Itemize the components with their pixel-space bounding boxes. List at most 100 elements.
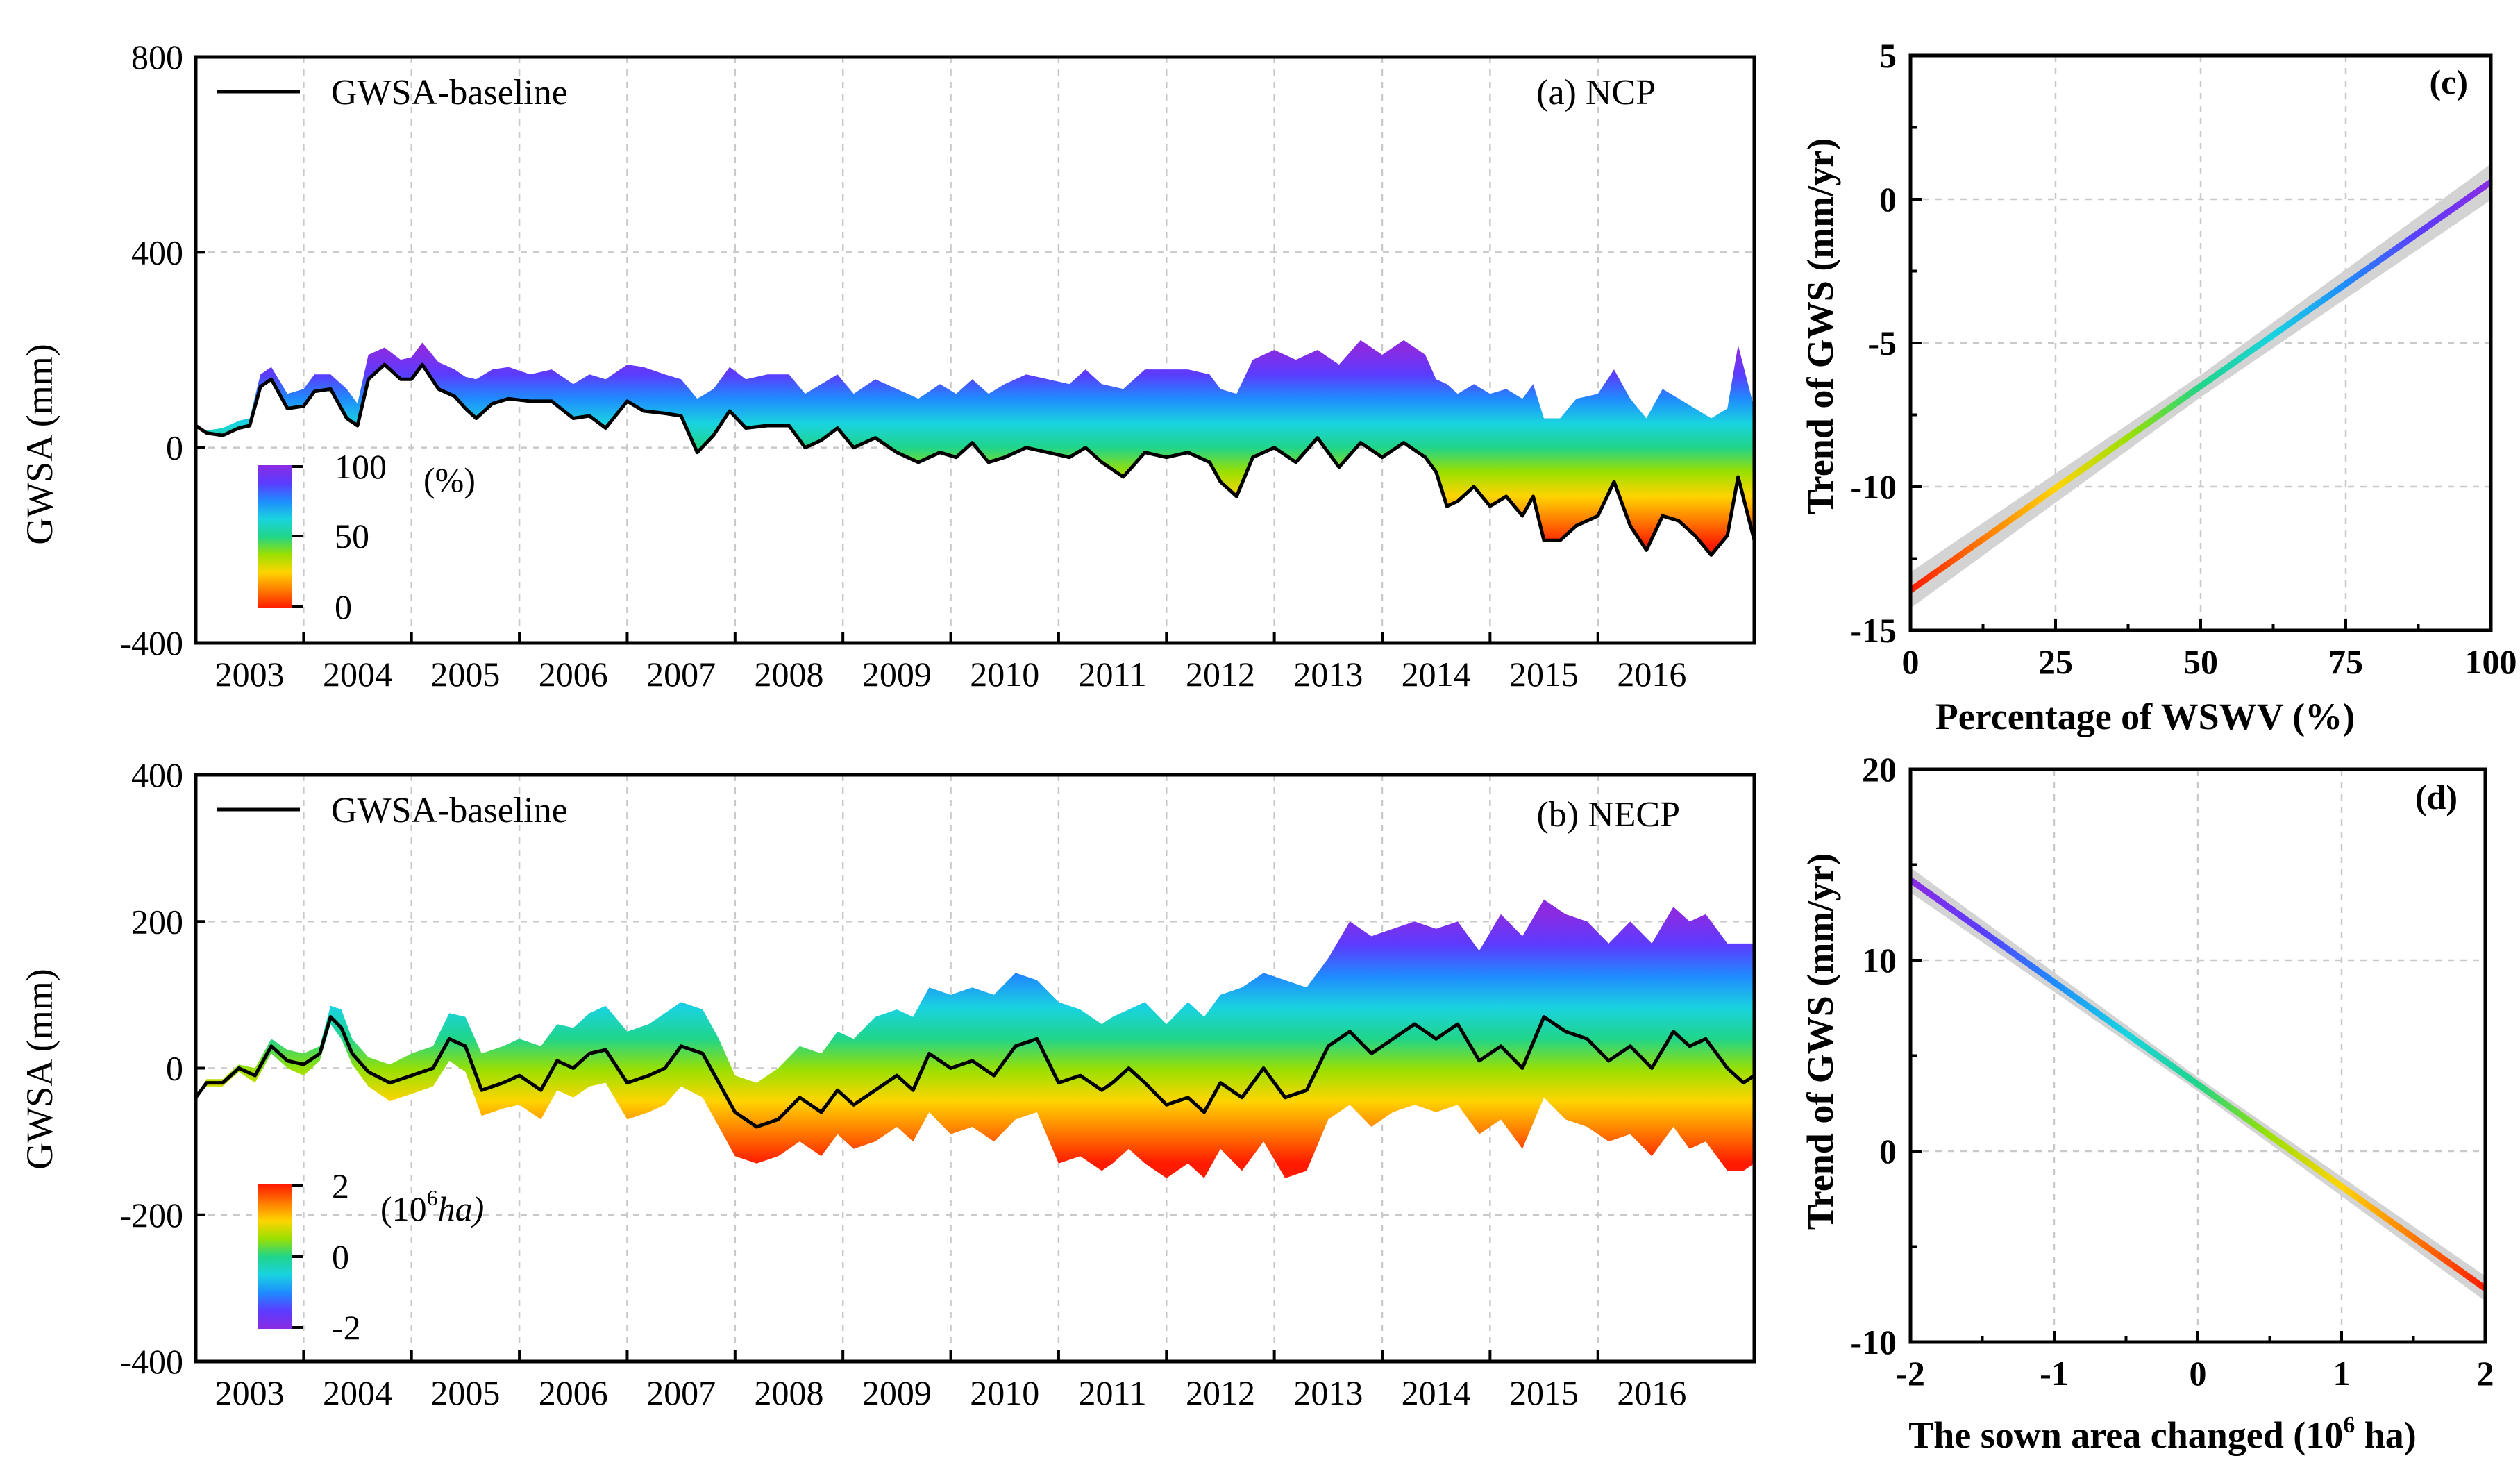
x-tick-label: 2013 [1293,655,1363,694]
x-tick-label: 75 [2328,642,2363,681]
colorbar-label: 100 [335,447,387,486]
colorbar-label: 0 [332,1237,349,1276]
x-tick-label: -1 [2040,1354,2069,1393]
x-tick-label: 2012 [1186,655,1255,694]
x-tick-label: 2005 [430,1373,500,1412]
panel-d: Trend of GWS (mm/yr) The sown area chang… [1799,750,2494,1456]
panel-b-rainbow-band [196,899,1754,1178]
y-tick-label: 400 [131,233,183,271]
x-tick-label: 1 [2333,1354,2351,1393]
y-tick-label: 800 [131,37,183,76]
legend-label: GWSA-baseline [331,791,568,830]
y-tick-label: -400 [119,1342,183,1381]
y-tick-label: -400 [119,623,183,662]
x-tick-label: 0 [2190,1354,2207,1393]
x-tick-label: 2012 [1186,1373,1255,1412]
y-tick-label: -15 [1850,611,1897,650]
y-tick-label: 5 [1879,36,1897,75]
panel-b-label: (b) NECP [1536,795,1680,835]
x-tick-label: 100 [2465,642,2517,681]
y-tick-label: 10 [1862,941,1897,980]
x-tick-label: 2011 [1079,1373,1147,1412]
x-tick-label: 2003 [215,655,285,694]
y-tick-label: 0 [1879,180,1897,219]
colorbar-label: 50 [335,517,369,555]
panel-a-label: (a) NCP [1536,73,1656,112]
x-tick-label: 2008 [754,655,823,694]
colorbar-label: -2 [332,1308,361,1347]
panel-c-grid [1910,56,2491,630]
panel-d-grid [1910,769,2485,1342]
y-tick-label: 0 [166,1049,183,1088]
x-tick-label: -2 [1896,1354,1925,1393]
y-tick-label: 0 [166,428,183,467]
colorbar-label: 0 [335,587,352,626]
panel-c-ylabel: Trend of GWS (mm/yr) [1799,138,1841,514]
x-tick-label: 2 [2477,1354,2494,1393]
panel-d-xlabel-base: The sown area changed (10 [1908,1414,2343,1456]
x-tick-label: 2007 [646,655,716,694]
y-tick-label: -5 [1867,324,1897,362]
y-tick-label: -200 [119,1196,183,1234]
panel-c: Trend of GWS (mm/yr) Percentage of WSWV … [1799,36,2517,737]
panel-d-frame [1908,767,2487,1344]
panel-c-xlabel: Percentage of WSWV (%) [1935,696,2355,737]
x-tick-label: 2008 [754,1373,823,1412]
x-tick-label: 2006 [539,1373,608,1412]
x-tick-label: 2014 [1402,655,1471,694]
panel-c-trend-line [1908,179,2493,593]
panel-d-xlabel: The sown area changed (106 ha) [1908,1412,2417,1456]
x-tick-label: 2009 [862,655,932,694]
panel-b-baseline-line [194,1015,1756,1129]
y-tick-label: 200 [131,902,183,941]
x-tick-label: 2011 [1079,655,1147,694]
colorbar-unit-base: (10 [380,1189,427,1228]
y-tick-label: -10 [1850,1323,1897,1361]
y-tick-label: 20 [1862,750,1897,789]
x-tick-label: 2003 [215,1373,285,1412]
panel-d-xlabel-rest: ha) [2355,1414,2417,1456]
x-tick-label: 2009 [862,1373,932,1412]
x-tick-label: 2014 [1402,1373,1471,1412]
x-tick-label: 2007 [646,1373,716,1412]
panel-c-label: (c) [2430,62,2469,101]
legend-label: GWSA-baseline [331,73,568,112]
panel-a-ylabel: GWSA (mm) [19,344,60,545]
y-tick-label: 0 [1879,1132,1897,1171]
panel-a-baseline-line [194,362,1756,557]
x-tick-label: 2015 [1509,655,1579,694]
x-tick-label: 2010 [970,655,1039,694]
x-tick-label: 2006 [539,655,608,694]
y-tick-label: 400 [131,755,183,794]
x-tick-label: 2016 [1617,1373,1686,1412]
x-tick-label: 2016 [1617,655,1686,694]
panel-b-ylabel: GWSA (mm) [19,969,60,1170]
x-tick-label: 50 [2183,642,2218,681]
x-tick-label: 0 [1902,642,1920,681]
panel-a-frame [194,55,1756,645]
y-tick-label: -10 [1850,467,1897,506]
panel-d-trend-line [1908,877,2487,1291]
colorbar-unit: (106ha) [380,1185,484,1228]
panel-a-ncp: GWSA (mm) (a) NCP 800 400 0 -400 2003 2004 200… [19,37,1756,694]
x-tick-label: 2010 [970,1373,1039,1412]
x-tick-label: 2013 [1293,1373,1363,1412]
panel-a-grid [194,56,1754,644]
panel-d-label: (d) [2415,778,2458,816]
panel-d-ylabel: Trend of GWS (mm/yr) [1799,853,1841,1230]
panel-a-colorbar [258,465,292,608]
x-tick-label: 2004 [323,655,392,694]
panel-d-xlabel-sup: 6 [2343,1412,2355,1438]
colorbar-label: 2 [332,1166,349,1205]
x-tick-label: 2004 [323,1373,392,1412]
panel-a-rainbow-band [196,340,1754,555]
colorbar-unit: (%) [423,460,476,499]
colorbar-unit-rest: ha) [438,1189,485,1228]
x-tick-label: 25 [2038,642,2073,681]
x-tick-label: 2015 [1509,1373,1579,1412]
colorbar-unit-sup: 6 [427,1185,438,1210]
panel-b-colorbar [258,1184,292,1329]
